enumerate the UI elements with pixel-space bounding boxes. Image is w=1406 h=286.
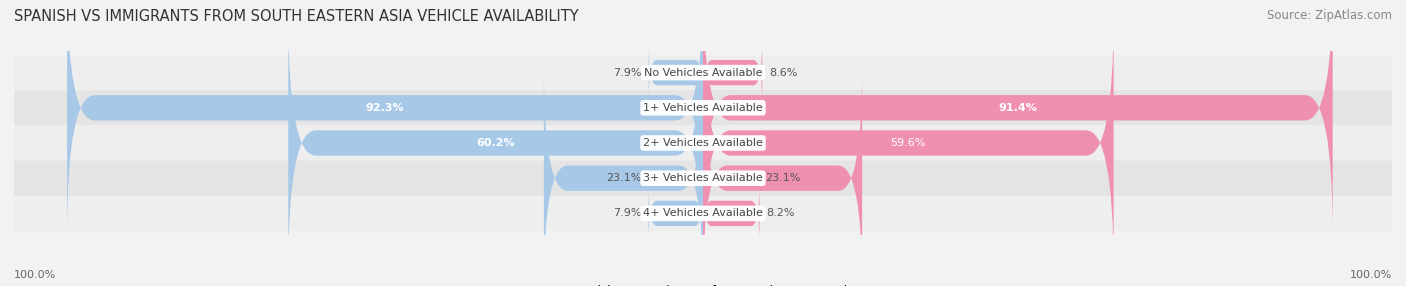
Text: 1+ Vehicles Available: 1+ Vehicles Available [643,103,763,113]
FancyBboxPatch shape [14,196,1392,231]
Text: 23.1%: 23.1% [765,173,800,183]
FancyBboxPatch shape [648,43,703,102]
FancyBboxPatch shape [703,0,1333,236]
FancyBboxPatch shape [14,55,1392,90]
Text: 7.9%: 7.9% [613,67,641,78]
Text: 59.6%: 59.6% [890,138,927,148]
FancyBboxPatch shape [648,184,703,243]
Legend: Spanish, Immigrants from South Eastern Asia: Spanish, Immigrants from South Eastern A… [551,285,855,286]
Text: No Vehicles Available: No Vehicles Available [644,67,762,78]
Text: 2+ Vehicles Available: 2+ Vehicles Available [643,138,763,148]
FancyBboxPatch shape [288,15,703,271]
FancyBboxPatch shape [14,90,1392,125]
Text: 23.1%: 23.1% [606,173,641,183]
Text: 100.0%: 100.0% [14,270,56,280]
FancyBboxPatch shape [703,15,1114,271]
FancyBboxPatch shape [703,69,862,286]
Text: 3+ Vehicles Available: 3+ Vehicles Available [643,173,763,183]
FancyBboxPatch shape [544,69,703,286]
Text: Source: ZipAtlas.com: Source: ZipAtlas.com [1267,9,1392,21]
Text: 92.3%: 92.3% [366,103,405,113]
FancyBboxPatch shape [703,183,759,244]
Text: 60.2%: 60.2% [477,138,515,148]
Text: 91.4%: 91.4% [998,103,1038,113]
FancyBboxPatch shape [67,0,703,236]
Text: 7.9%: 7.9% [613,208,641,219]
Text: 100.0%: 100.0% [1350,270,1392,280]
FancyBboxPatch shape [14,125,1392,161]
Text: 8.2%: 8.2% [766,208,794,219]
Text: 8.6%: 8.6% [769,67,797,78]
FancyBboxPatch shape [14,161,1392,196]
Text: SPANISH VS IMMIGRANTS FROM SOUTH EASTERN ASIA VEHICLE AVAILABILITY: SPANISH VS IMMIGRANTS FROM SOUTH EASTERN… [14,9,579,23]
Text: 4+ Vehicles Available: 4+ Vehicles Available [643,208,763,219]
FancyBboxPatch shape [703,40,762,105]
